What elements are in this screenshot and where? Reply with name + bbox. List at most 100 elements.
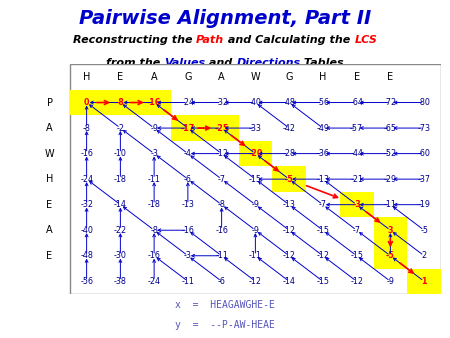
Text: -52: -52 bbox=[384, 149, 397, 158]
Text: -32: -32 bbox=[215, 98, 228, 107]
Text: -8: -8 bbox=[116, 98, 125, 107]
Text: Values: Values bbox=[164, 58, 205, 68]
Text: -18: -18 bbox=[148, 200, 161, 209]
Text: -80: -80 bbox=[418, 98, 431, 107]
Text: -13: -13 bbox=[181, 200, 194, 209]
Text: -48: -48 bbox=[283, 98, 296, 107]
Text: -32: -32 bbox=[80, 200, 93, 209]
Bar bbox=[104, 90, 137, 115]
Bar bbox=[272, 166, 306, 192]
Bar bbox=[205, 115, 238, 141]
Text: -15: -15 bbox=[249, 175, 262, 184]
Text: -13: -13 bbox=[316, 175, 329, 184]
Text: from the: from the bbox=[106, 58, 164, 68]
Text: -14: -14 bbox=[114, 200, 127, 209]
Text: 0: 0 bbox=[84, 98, 90, 107]
Bar bbox=[374, 217, 407, 243]
Text: -64: -64 bbox=[350, 98, 363, 107]
Text: -24: -24 bbox=[181, 98, 194, 107]
Text: -11: -11 bbox=[215, 251, 228, 260]
Bar bbox=[407, 268, 441, 294]
Text: E: E bbox=[354, 72, 360, 82]
Text: -8: -8 bbox=[150, 226, 158, 235]
Text: -30: -30 bbox=[114, 251, 127, 260]
Text: -7: -7 bbox=[353, 226, 360, 235]
Text: -19: -19 bbox=[418, 200, 431, 209]
Text: -9: -9 bbox=[252, 200, 259, 209]
Text: -14: -14 bbox=[283, 277, 296, 286]
Text: W: W bbox=[251, 72, 260, 82]
Text: -5: -5 bbox=[285, 175, 293, 184]
Text: -20: -20 bbox=[248, 149, 262, 158]
Text: -56: -56 bbox=[80, 277, 93, 286]
Text: -9: -9 bbox=[252, 226, 259, 235]
Text: -16: -16 bbox=[147, 98, 161, 107]
Bar bbox=[340, 192, 374, 217]
Text: -11: -11 bbox=[384, 200, 397, 209]
Text: -73: -73 bbox=[418, 124, 431, 132]
Text: -12: -12 bbox=[283, 251, 296, 260]
Text: -25: -25 bbox=[215, 124, 229, 132]
Text: and: and bbox=[205, 58, 236, 68]
Bar bbox=[70, 90, 104, 115]
Text: y  =  --P-AW-HEAE: y = --P-AW-HEAE bbox=[175, 320, 275, 330]
Text: H: H bbox=[46, 174, 53, 184]
Text: -48: -48 bbox=[80, 251, 93, 260]
Text: -33: -33 bbox=[249, 124, 262, 132]
Text: H: H bbox=[83, 72, 90, 82]
Text: -13: -13 bbox=[283, 200, 296, 209]
Text: x  =  HEAGAWGHE-E: x = HEAGAWGHE-E bbox=[175, 300, 275, 310]
Text: -5: -5 bbox=[420, 226, 428, 235]
Text: -72: -72 bbox=[384, 98, 397, 107]
Text: Reconstructing the: Reconstructing the bbox=[73, 35, 196, 45]
Text: 1: 1 bbox=[421, 277, 427, 286]
Text: -11: -11 bbox=[249, 251, 262, 260]
Text: -8: -8 bbox=[218, 200, 225, 209]
Text: -24: -24 bbox=[148, 277, 161, 286]
Text: -40: -40 bbox=[249, 98, 262, 107]
Text: -22: -22 bbox=[114, 226, 127, 235]
Bar bbox=[374, 243, 407, 268]
Text: LCS: LCS bbox=[355, 35, 377, 45]
Text: -11: -11 bbox=[148, 175, 161, 184]
Text: Path: Path bbox=[196, 35, 224, 45]
Text: -17: -17 bbox=[181, 124, 195, 132]
Text: -16: -16 bbox=[148, 251, 161, 260]
Text: -9: -9 bbox=[150, 124, 158, 132]
Text: -11: -11 bbox=[181, 277, 194, 286]
Text: -12: -12 bbox=[350, 277, 363, 286]
Text: A: A bbox=[218, 72, 225, 82]
Text: E: E bbox=[46, 200, 53, 210]
Text: H: H bbox=[319, 72, 327, 82]
Text: E: E bbox=[117, 72, 123, 82]
Text: -12: -12 bbox=[316, 251, 329, 260]
Text: -29: -29 bbox=[384, 175, 397, 184]
Text: -12: -12 bbox=[215, 149, 228, 158]
Text: -16: -16 bbox=[215, 226, 228, 235]
Text: Directions: Directions bbox=[236, 58, 301, 68]
Text: -21: -21 bbox=[350, 175, 363, 184]
Text: -40: -40 bbox=[80, 226, 93, 235]
Text: -12: -12 bbox=[283, 226, 296, 235]
Text: -4: -4 bbox=[184, 149, 192, 158]
Text: -36: -36 bbox=[316, 149, 329, 158]
Text: and Calculating the: and Calculating the bbox=[224, 35, 355, 45]
Text: -9: -9 bbox=[387, 277, 394, 286]
Text: -10: -10 bbox=[114, 149, 127, 158]
Text: -57: -57 bbox=[350, 124, 363, 132]
Text: 2: 2 bbox=[422, 251, 427, 260]
Text: -65: -65 bbox=[384, 124, 397, 132]
Text: -37: -37 bbox=[418, 175, 431, 184]
Text: E: E bbox=[387, 72, 393, 82]
Text: -6: -6 bbox=[218, 277, 225, 286]
Text: A: A bbox=[46, 225, 53, 235]
Text: -6: -6 bbox=[184, 175, 192, 184]
Text: -15: -15 bbox=[316, 226, 329, 235]
Bar bbox=[137, 90, 171, 115]
Text: -5: -5 bbox=[386, 251, 395, 260]
Text: -16: -16 bbox=[181, 226, 194, 235]
Text: -49: -49 bbox=[316, 124, 329, 132]
Text: -60: -60 bbox=[418, 149, 431, 158]
Text: -24: -24 bbox=[80, 175, 93, 184]
Text: -15: -15 bbox=[350, 251, 363, 260]
